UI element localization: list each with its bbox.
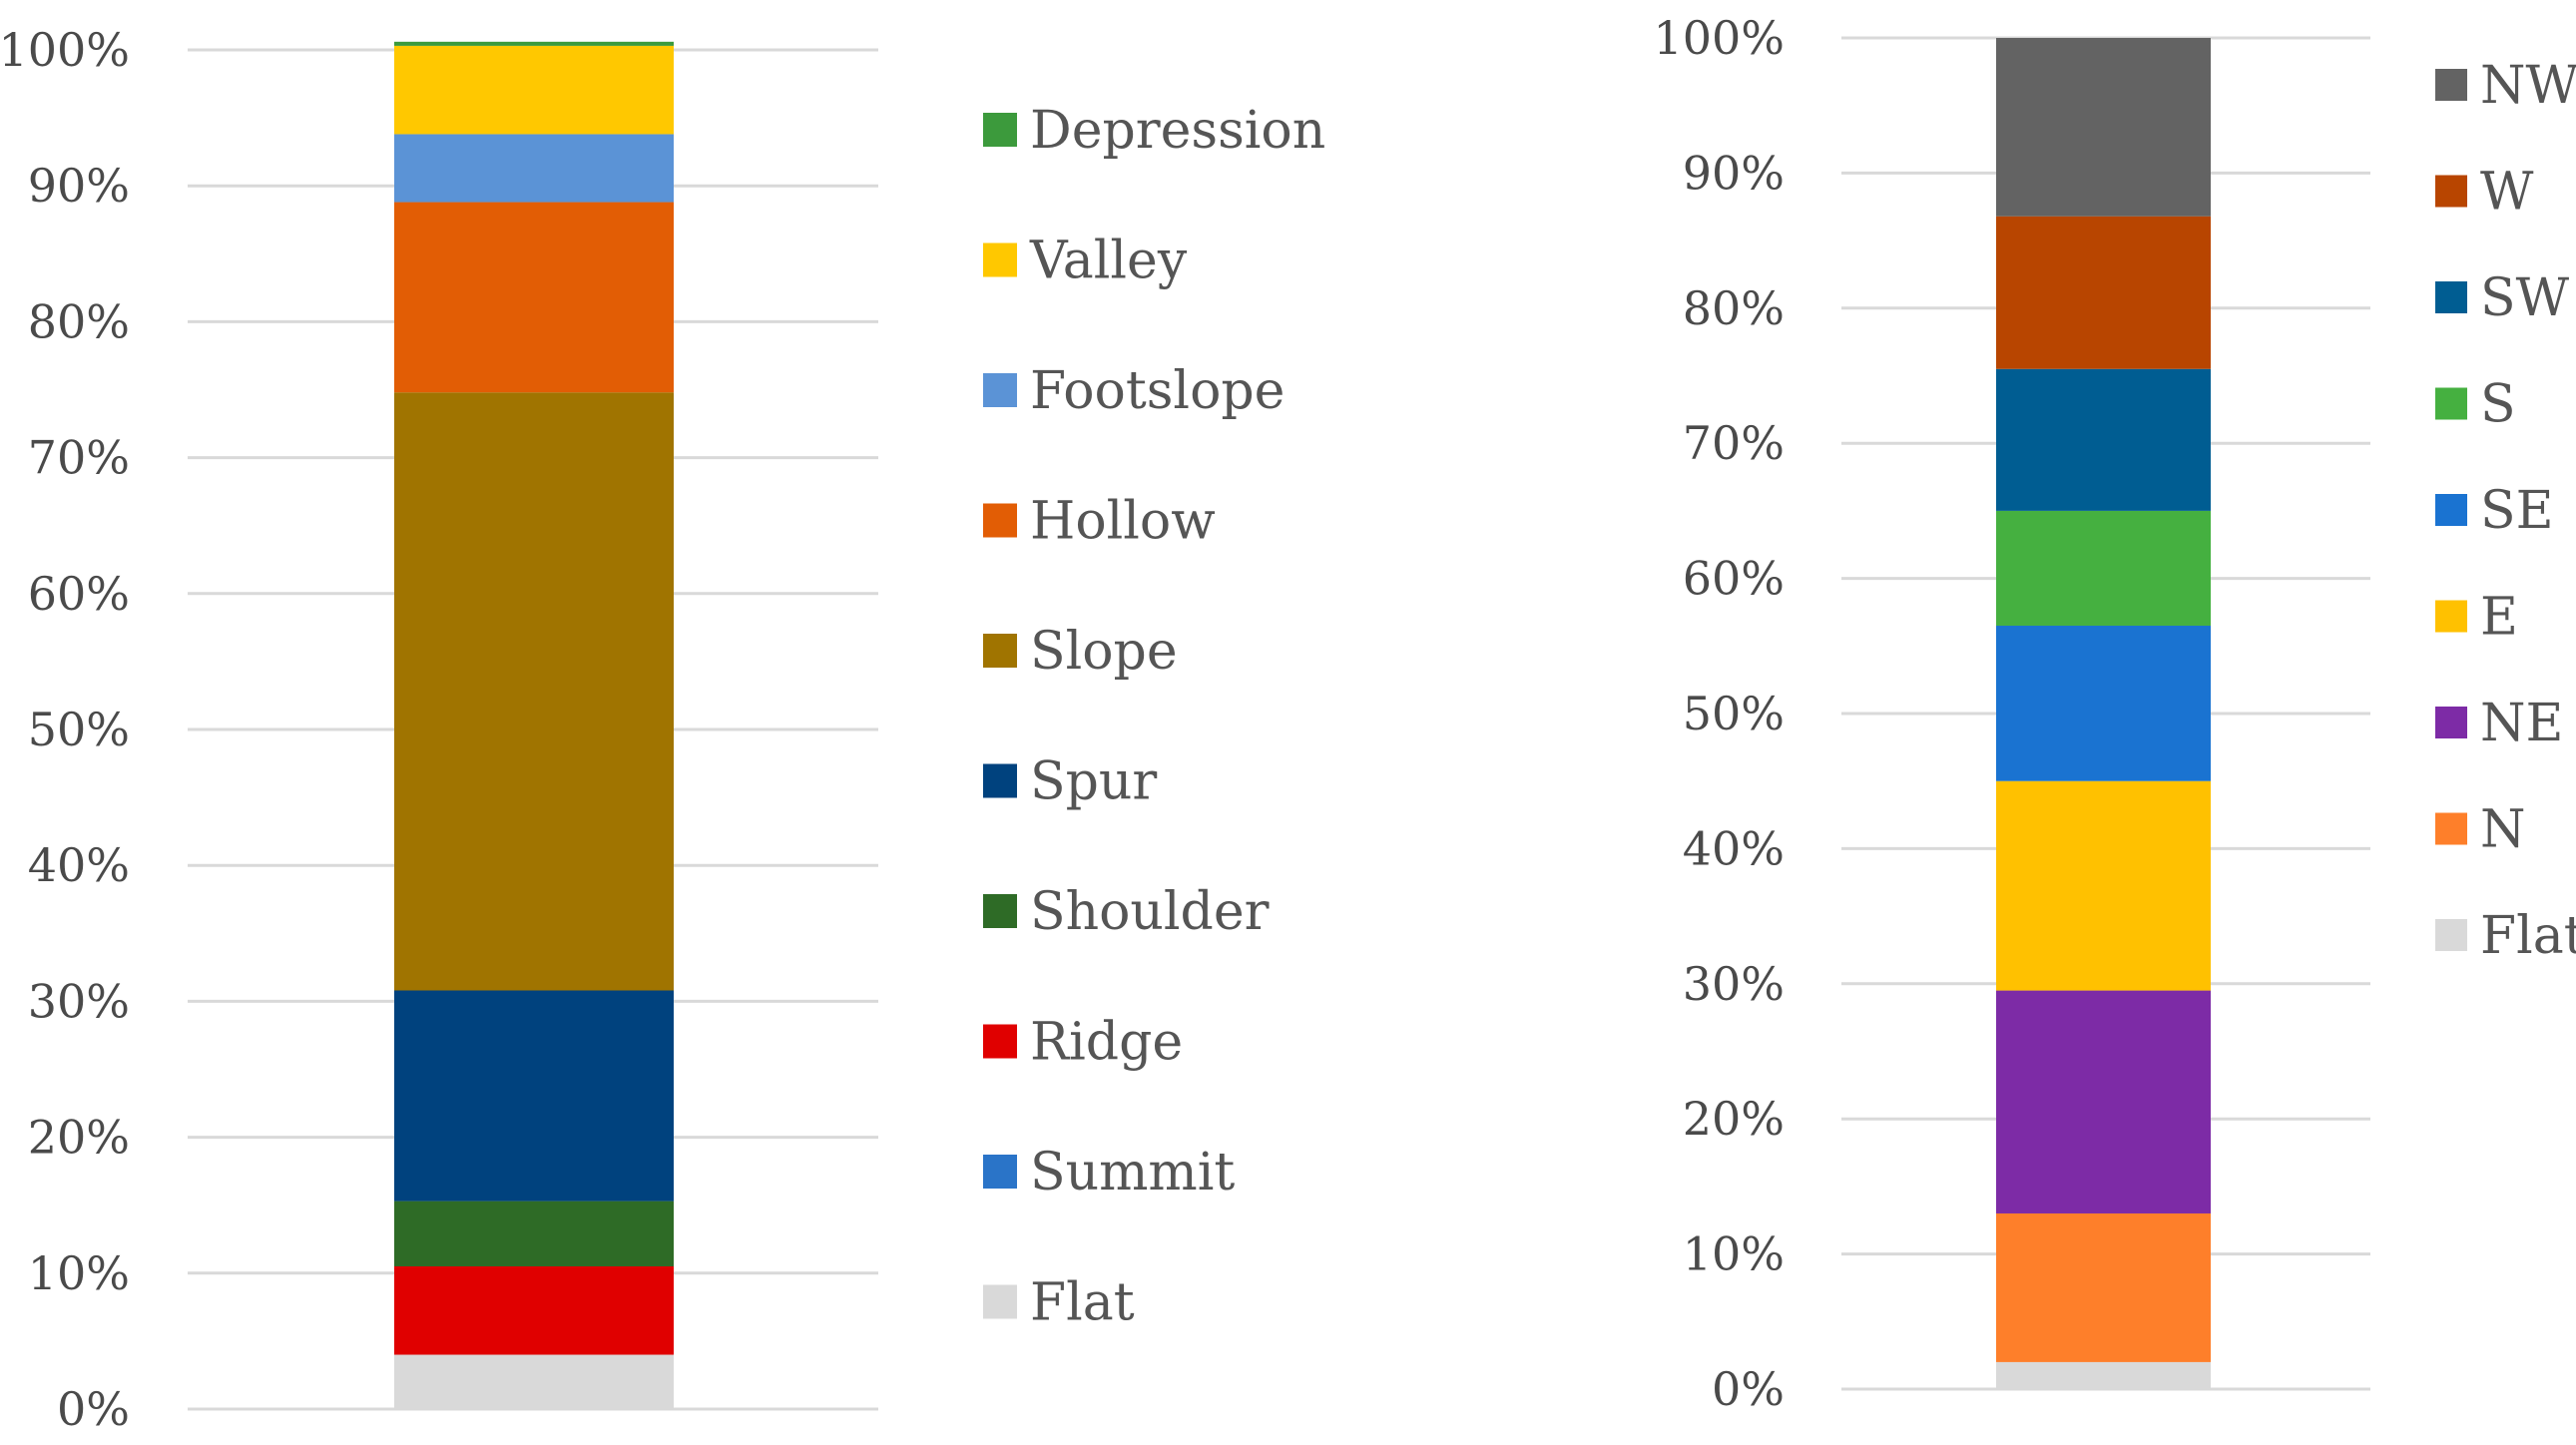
- aspect-y-tick-label: 20%: [1683, 1092, 1785, 1146]
- aspect-y-tick-label: 0%: [1712, 1362, 1785, 1416]
- aspect-legend-label-se: SE: [2480, 481, 2554, 541]
- aspect-legend-swatch-flat: [2435, 919, 2467, 951]
- landform-bar-segment-footslope: [394, 134, 674, 203]
- landform-legend-swatch-footslope: [983, 373, 1017, 407]
- landform-legend-label-ridge: Ridge: [1030, 1013, 1183, 1073]
- landform-bar-segment-flat: [394, 1354, 674, 1409]
- aspect-bar-segment-nw: [1996, 38, 2211, 217]
- aspect-y-tick-label: 70%: [1683, 416, 1785, 470]
- aspect-y-tick-label: 60%: [1683, 552, 1785, 606]
- aspect-legend-label-w: W: [2480, 163, 2534, 223]
- aspect-bar-segment-s: [1996, 510, 2211, 626]
- aspect-legend-label-ne: NE: [2480, 694, 2563, 753]
- landform-bar-segment-shoulder: [394, 1201, 674, 1266]
- aspect-legend-label-e: E: [2480, 588, 2518, 648]
- landform-legend-label-slope: Slope: [1030, 622, 1178, 682]
- landform-stacked-bar-chart: 0% 10% 20% 30% 40% 50% 60% 70% 80% 90% 100% Depress…: [0, 23, 1325, 1436]
- landform-legend-swatch-depression: [983, 113, 1017, 147]
- landform-y-tick-label: 30%: [28, 974, 130, 1028]
- aspect-legend-label-sw: SW: [2480, 268, 2570, 328]
- aspect-bar-segment-flat: [1996, 1361, 2211, 1389]
- landform-legend-label-flat: Flat: [1030, 1273, 1135, 1333]
- aspect-legend-swatch-nw: [2435, 69, 2467, 101]
- landform-y-tick-label: 10%: [28, 1246, 130, 1300]
- landform-y-tick-label: 40%: [28, 838, 130, 892]
- landform-legend-swatch-spur: [983, 763, 1017, 798]
- aspect-bar-segment-sw: [1996, 368, 2211, 511]
- aspect-y-tick-label: 40%: [1683, 821, 1785, 875]
- landform-legend-label-footslope: Footslope: [1030, 361, 1285, 421]
- landform-legend-label-valley: Valley: [1029, 232, 1188, 291]
- landform-legend-label-depression: Depression: [1030, 101, 1325, 161]
- landform-y-tick-label: 70%: [28, 431, 130, 485]
- aspect-y-tick-label: 10%: [1683, 1227, 1785, 1281]
- landform-legend-label-hollow: Hollow: [1030, 492, 1216, 552]
- aspect-legend-label-n: N: [2480, 800, 2526, 860]
- landform-legend-label-shoulder: Shoulder: [1030, 882, 1270, 942]
- aspect-legend-swatch-ne: [2435, 707, 2467, 738]
- aspect-legend-label-flat: Flat: [2480, 906, 2576, 966]
- landform-bar-segment-ridge: [394, 1265, 674, 1355]
- aspect-stacked-bar-chart: 0% 10% 20% 30% 40% 50% 60% 70% 80% 90% 100% NW W SW SS…: [1653, 11, 2576, 1416]
- landform-bar-segment-valley: [394, 45, 674, 135]
- landform-bar-segment-hollow: [394, 202, 674, 393]
- aspect-legend-swatch-w: [2435, 175, 2467, 208]
- aspect-bar-segment-e: [1996, 780, 2211, 991]
- landform-bar-segment-slope: [394, 392, 674, 991]
- landform-legend-swatch-shoulder: [983, 894, 1017, 928]
- aspect-legend-label-nw: NW: [2480, 56, 2576, 116]
- aspect-legend-swatch-se: [2435, 494, 2467, 526]
- aspect-y-tick-label: 80%: [1683, 281, 1785, 335]
- landform-bar-segment-depression: [394, 41, 674, 46]
- aspect-legend-swatch-n: [2435, 812, 2467, 845]
- aspect-y-tick-label: 50%: [1683, 687, 1785, 740]
- landform-legend-swatch-valley: [983, 242, 1017, 277]
- aspect-y-tick-label: 30%: [1683, 957, 1785, 1011]
- landform-legend-swatch-summit: [983, 1155, 1017, 1189]
- landform-y-tick-label: 50%: [28, 703, 130, 756]
- landform-legend-swatch-ridge: [983, 1024, 1017, 1059]
- landform-y-tick-label: 90%: [28, 159, 130, 213]
- landform-bar-segment-spur: [394, 990, 674, 1202]
- landform-y-tick-label: 0%: [57, 1382, 130, 1436]
- aspect-y-tick-label: 90%: [1683, 146, 1785, 200]
- landform-legend-swatch-slope: [983, 634, 1017, 668]
- landform-y-tick-label: 20%: [28, 1111, 130, 1165]
- aspect-legend-swatch-s: [2435, 387, 2467, 420]
- aspect-legend-swatch-sw: [2435, 281, 2467, 313]
- aspect-bar-segment-w: [1996, 216, 2211, 369]
- landform-y-tick-label: 80%: [28, 294, 130, 348]
- landform-legend-label-summit: Summit: [1030, 1143, 1235, 1203]
- aspect-bar-segment-n: [1996, 1212, 2211, 1362]
- aspect-bar-segment-ne: [1996, 990, 2211, 1213]
- aspect-legend-label-s: S: [2480, 375, 2516, 435]
- landform-legend-swatch-flat: [983, 1284, 1017, 1319]
- landform-legend-swatch-hollow: [983, 503, 1017, 538]
- landform-legend-label-spur: Spur: [1030, 752, 1157, 812]
- aspect-y-tick-label: 100%: [1653, 11, 1785, 65]
- aspect-legend-swatch-e: [2435, 600, 2467, 633]
- aspect-bar-segment-se: [1996, 625, 2211, 781]
- landform-y-tick-label: 100%: [0, 23, 130, 77]
- landform-y-tick-label: 60%: [28, 567, 130, 621]
